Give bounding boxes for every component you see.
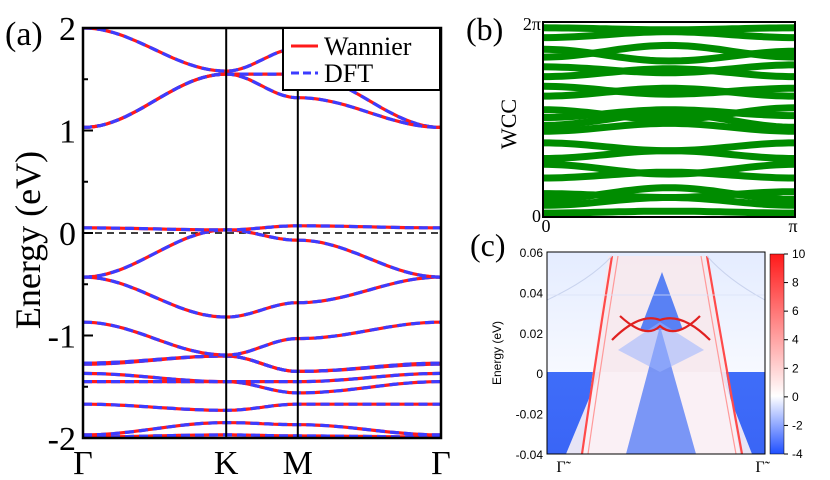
surface-right-inner [700,255,737,454]
dft-band-2 [83,421,441,437]
wannier-band-1 [83,433,441,438]
legend-box [282,27,441,91]
colorbar-tick-label: 8 [792,276,799,290]
wannier-band-2 [83,421,441,437]
y-tick-label: 0 [59,216,76,253]
wannier-band-10 [83,228,441,279]
y-tick-label: -2 [48,421,76,458]
wcc-curve [543,84,795,100]
dft-band-13 [83,72,441,129]
colorbar [769,253,785,455]
wannier-band-11 [83,224,441,232]
panel-a-legend: Wannier DFT [282,27,441,91]
colorbar-tick-label: 0 [792,390,799,404]
c-y-tick-label: 0.04 [520,286,544,300]
panel-c-ylabel: Energy (eV) [490,321,504,385]
dft-band-3 [83,402,441,412]
faint-right-curve [706,255,765,301]
wcc-curve [543,188,795,201]
faint-left-curve [547,255,613,301]
colorbar-tick-label: -4 [792,447,803,461]
panel-b-ytick-0: 0 [532,206,541,226]
x-tick-label: Γ [73,445,93,480]
dft-band-5 [83,371,441,384]
wcc-curve [543,110,795,131]
colorbar-tick-label: 6 [792,304,799,318]
surface-left-outer [580,255,614,454]
panel-c-label: (c) [470,227,506,263]
colorbar-tick-label: 10 [792,247,806,261]
wcc-curve [543,45,795,65]
panel-b-ylabel: WCC [496,99,521,149]
wcc-curve [543,139,795,155]
y-tick-label: 2 [59,11,76,48]
panel-c-xtick-right: Γ̃ [755,459,770,476]
surface-left-inner [587,255,619,454]
legend-wannier-label: Wannier [324,32,412,61]
c-y-tick-label: 0 [536,367,543,381]
wannier-band-4 [83,380,441,395]
colorbar-tick-label: 2 [792,361,799,375]
c-y-tick-label: -0.04 [516,448,544,462]
surface-upper-arc [611,317,711,341]
wcc-curve [543,82,795,98]
y-tick-label: -1 [48,319,76,356]
panel-a-frame [81,26,443,440]
colorbar-tick-label: 4 [792,333,799,347]
wcc-curve [543,61,795,77]
c-y-tick-label: 0.06 [520,246,544,260]
panel-a: (a) Energy (eV) 2 1 0 -1 -2 Γ K M Γ Wannier DFT [5,11,451,480]
panel-c-xtick-left: Γ̃ [556,459,571,476]
legend-dft-label: DFT [324,59,373,88]
panel-a-label: (a) [5,16,43,53]
panel-b-ytick-2pi: 2π [523,14,541,34]
dft-band-7 [83,354,441,374]
wcc-curve [543,119,795,135]
blue-wedge-center [626,326,696,454]
surface-right-outer [705,255,744,454]
blue-wedge-mid [618,322,704,372]
wcc-curve [543,104,795,124]
wannier-band-7 [83,354,441,374]
y-tick-label: 1 [59,114,76,151]
wcc-curve [543,24,795,34]
panel-b-xtick-pi: π [788,216,797,236]
panel-b: (b) WCC 2π 0 0 π [466,11,798,236]
panel-a-y-tick-labels: 2 1 0 -1 -2 [48,11,76,458]
dft-band-1 [83,433,441,438]
panel-b-label: (b) [466,11,503,47]
panel-c-frame [546,251,766,455]
dft-band-9 [83,275,441,319]
x-tick-label: Γ [431,445,451,480]
panel-c-y-tick-labels: 0.06 0.04 0.02 0 -0.02 -0.04 [516,246,544,462]
colorbar-tick-labels: 10 8 6 4 2 0 -2 -4 [784,247,806,461]
panel-b-frame [542,21,796,218]
wannier-band-3 [83,402,441,412]
blue-wedge-top [640,272,683,330]
x-tick-label: K [214,445,239,480]
colorbar-tick-label: -2 [792,418,803,432]
panel-b-wcc-curves [543,24,795,217]
wcc-curve [543,65,795,81]
c-y-tick-label: -0.02 [516,408,544,422]
dft-band-4 [83,380,441,395]
dft-band-8 [83,320,441,357]
panel-a-ylabel: Energy (eV) [8,151,48,329]
wcc-curve [543,207,795,217]
panel-c: (c) Energy (eV) 0.06 0.04 0.02 0 -0.02 -0.04 [470,227,806,476]
wcc-curve [543,160,795,178]
panel-b-xtick-0: 0 [542,216,551,236]
dft-band-10 [83,228,441,279]
panel-c-heatmap [547,252,765,454]
dft-band-11 [83,224,441,232]
c-y-tick-label: 0.02 [520,327,544,341]
x-tick-label: M [283,445,313,480]
surface-lower-arc [619,315,701,333]
